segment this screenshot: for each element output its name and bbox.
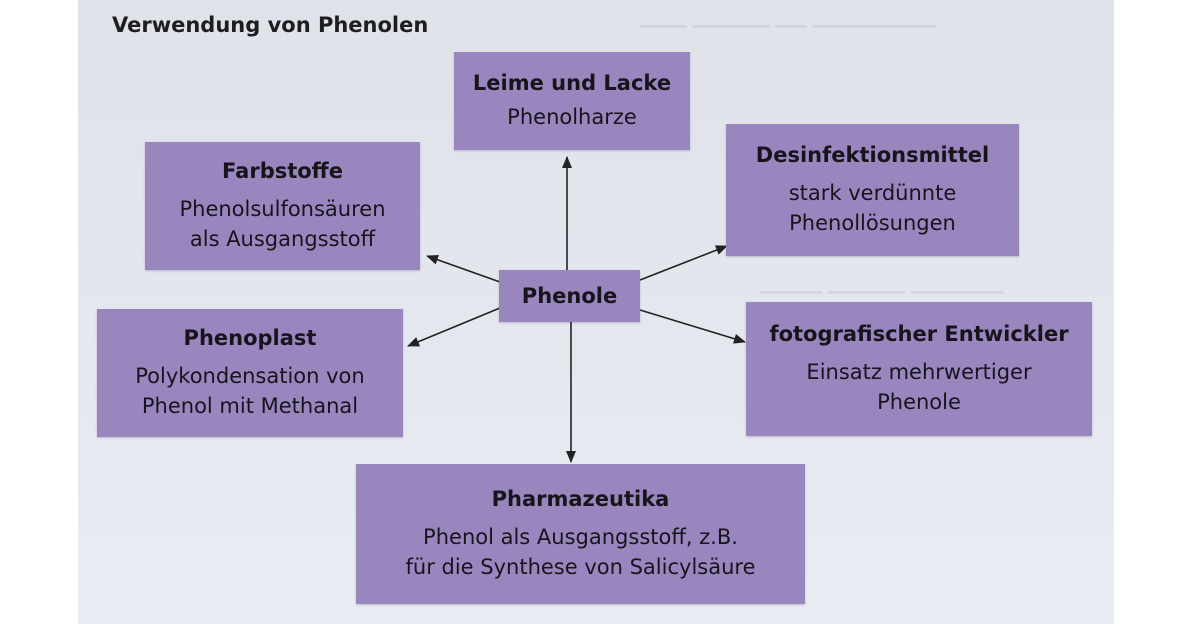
box-line: Phenol als Ausgangsstoff, z.B. [423,524,738,549]
box-heading: Farbstoffe [222,158,343,183]
box-line: als Ausgangsstoff [189,226,376,251]
box-line: Phenolsulfonsäuren [179,196,386,221]
box-line: Polykondensation von [135,363,365,388]
box-description: Phenol als Ausgangsstoff, z.B. für die S… [406,522,756,582]
box-line: Phenollösungen [789,210,956,235]
arrow-to-farbstoffe [426,254,501,283]
box-phenoplast: Phenoplast Polykondensation von Phenol m… [97,309,403,437]
box-description: Einsatz mehrwertiger Phenole [806,357,1031,417]
show-through-text: ▁▁▁ ▁▁▁▁▁ ▁▁ ▁▁▁▁▁▁▁▁ [640,4,936,28]
show-through-text: ▁▁▁▁ ▁▁▁▁▁ ▁▁▁▁▁▁ [760,270,1004,294]
box-farbstoffe: Farbstoffe Phenolsulfonsäuren als Ausgan… [145,142,420,270]
box-description: stark verdünnte Phenollösungen [789,178,957,238]
box-heading: Pharmazeutika [491,486,670,511]
box-line: für die Synthese von Salicylsäure [405,554,756,579]
arrow-to-desinfektion [639,245,728,281]
box-description: Polykondensation von Phenol mit Methanal [135,361,364,421]
box-fotografischer-entwickler: fotografischer Entwickler Einsatz mehrwe… [746,302,1092,436]
box-heading: Desinfektionsmittel [755,142,990,167]
box-description: Phenolsulfonsäuren als Ausgangsstoff [179,194,385,254]
box-leime-und-lacke: Leime und Lacke Phenolharze [454,52,690,150]
box-line: stark verdünnte [788,180,957,205]
box-heading: fotografischer Entwickler [769,321,1069,346]
center-node: Phenole [499,270,640,322]
arrow-to-fotografisch [639,309,746,344]
box-heading: Leime und Lacke [472,70,672,95]
arrow-to-phenoplast [407,307,501,347]
box-line: Einsatz mehrwertiger [806,359,1032,384]
diagram-title: Verwendung von Phenolen [112,13,429,37]
box-line: Phenol mit Methanal [141,393,359,418]
box-line: Phenole [877,389,961,414]
box-pharmazeutika: Pharmazeutika Phenol als Ausgangsstoff, … [356,464,805,604]
box-desinfektionsmittel: Desinfektionsmittel stark verdünnte Phen… [726,124,1019,256]
box-heading: Phenoplast [183,325,317,350]
center-label: Phenole [521,284,618,308]
box-description: Phenolharze [507,102,637,132]
box-line: Phenolharze [507,104,637,129]
